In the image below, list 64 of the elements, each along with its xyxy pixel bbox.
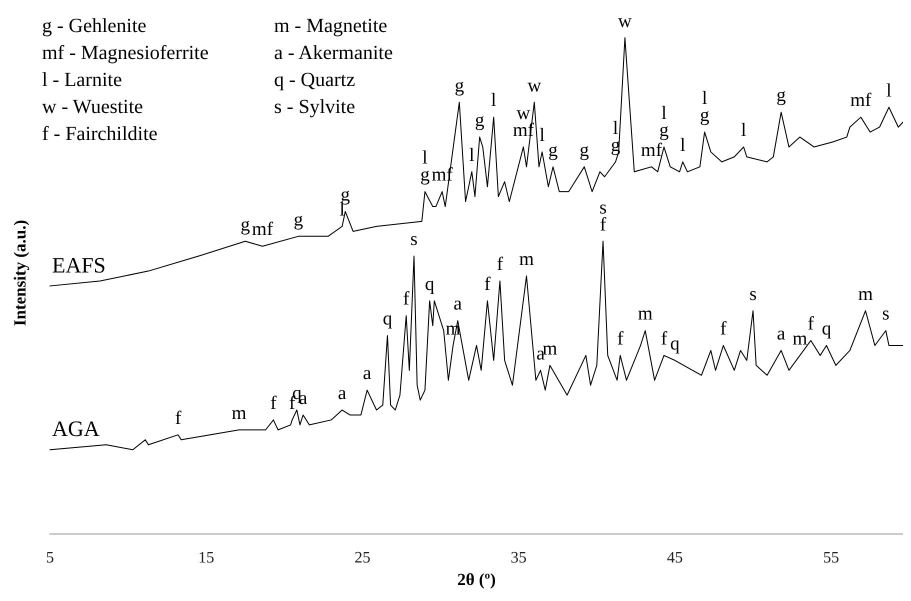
annotation: f [403, 288, 410, 310]
annotation: l [469, 144, 474, 166]
annotation: q [670, 333, 680, 354]
annotation: f [808, 314, 815, 335]
annotation: s [882, 304, 890, 325]
annotation: a [338, 383, 347, 404]
annotation: g [776, 85, 786, 106]
y-axis-title: Intensity (a.u.) [10, 220, 30, 326]
annotation: w - Wuestite [42, 96, 144, 118]
annotation: m [232, 402, 247, 424]
annotation: l [612, 118, 618, 139]
annotation: s - Sylvite [274, 96, 356, 118]
annotation: g [454, 75, 465, 96]
annotation: mf - Magnesioferrite [42, 42, 209, 64]
annotation: q [382, 308, 393, 330]
annotation: l [680, 134, 686, 156]
annotation: g [548, 140, 558, 161]
annotation: f [720, 318, 728, 340]
x-tick-label: 25 [354, 550, 370, 567]
annotation: q - Quartz [274, 69, 356, 91]
annotation: f [617, 328, 624, 350]
annotation: f [484, 274, 492, 295]
annotation: a [362, 363, 372, 384]
annotation: f [496, 254, 504, 275]
text: g - Gehlenite [42, 15, 147, 37]
x-tick-label: 45 [666, 550, 683, 567]
annotation: l - Larnite [42, 69, 122, 91]
annotation: l [491, 90, 496, 112]
annotation: a [454, 294, 463, 315]
x-tick-label: 5 [46, 550, 54, 567]
annotation: w [527, 75, 542, 96]
annotation: f [270, 392, 278, 414]
annotation: q [424, 274, 435, 295]
x-axis-title: 2θ (º) [457, 570, 496, 589]
annotation: f [174, 408, 182, 429]
annotation: s [749, 284, 757, 305]
x-tick-label: 15 [198, 550, 214, 567]
annotation: m [638, 304, 653, 325]
annotation: w [516, 102, 530, 124]
annotation: a - Akermanite [274, 42, 393, 64]
annotation: w [618, 10, 632, 32]
annotation: l [539, 124, 545, 146]
annotation: f [660, 328, 668, 350]
annotation: g [294, 209, 304, 230]
annotation: g [580, 140, 590, 161]
annotation: g [474, 110, 485, 132]
annotation: l [741, 120, 746, 141]
annotation: m [792, 328, 808, 350]
annotation: m [858, 284, 874, 305]
annotation: mf [640, 140, 663, 161]
annotation: mf [850, 90, 872, 112]
annotation: f - Fairchildite [42, 123, 158, 145]
annotation: a [776, 323, 786, 344]
annotation: l [886, 80, 892, 102]
annotation: mf [252, 219, 274, 240]
annotation: g [240, 214, 251, 236]
annotation: q [822, 318, 832, 340]
text: m - Magnetite [274, 15, 388, 37]
annotation: s [410, 229, 418, 250]
series-label: AGA [52, 416, 100, 442]
x-tick-label: 55 [823, 550, 840, 567]
series-label: EAFS [52, 252, 106, 278]
x-tick-label: 35 [510, 550, 527, 567]
annotation: m [519, 249, 534, 270]
